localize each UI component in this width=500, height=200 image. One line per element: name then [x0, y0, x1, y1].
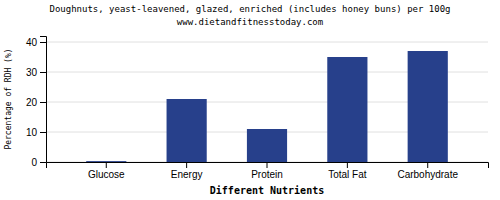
y-tick: 30	[26, 67, 46, 78]
y-tick-mark	[40, 132, 46, 133]
y-tick-mark	[40, 162, 46, 163]
x-tick-label: Energy	[171, 169, 203, 180]
y-tick-label: 10	[26, 127, 38, 138]
bar	[247, 129, 287, 162]
x-tick-mark	[347, 162, 348, 168]
x-tick-label: Total Fat	[328, 169, 367, 180]
y-tick: 20	[26, 97, 46, 108]
x-tick-mark	[106, 162, 107, 168]
chart: Doughnuts, yeast-leavened, glazed, enric…	[0, 0, 500, 200]
bars	[86, 51, 448, 162]
y-axis-line	[40, 37, 47, 163]
y-axis: 0 10 20 30 40	[26, 37, 47, 168]
x-tick-label: Glucose	[88, 169, 125, 180]
y-tick: 40	[26, 37, 46, 48]
grid	[46, 42, 488, 162]
y-tick-mark	[40, 72, 46, 73]
subtitle: www.dietandfitnesstoday.com	[177, 17, 323, 27]
y-tick-mark	[40, 42, 46, 43]
y-tick-label: 30	[26, 67, 38, 78]
x-tick: Protein	[251, 162, 283, 180]
x-tick-mark	[186, 162, 187, 168]
x-tick: Glucose	[88, 162, 125, 180]
x-axis: Glucose Energy Protein Total Fat Carbohydrat…	[47, 162, 489, 180]
bar	[86, 161, 126, 162]
x-tick-mark	[427, 162, 428, 168]
y-tick: 0	[31, 157, 46, 168]
title: Doughnuts, yeast-leavened, glazed, enric…	[50, 4, 451, 14]
y-tick: 10	[26, 127, 46, 138]
x-tick: Carbohydrate	[397, 162, 458, 180]
y-tick-mark	[40, 102, 46, 103]
x-tick-label: Carbohydrate	[397, 169, 458, 180]
x-tick-mark	[267, 162, 268, 168]
x-tick: Energy	[171, 162, 203, 180]
x-tick: Total Fat	[328, 162, 367, 180]
x-axis-title: Different Nutrients	[210, 185, 324, 196]
x-axis-line	[47, 163, 489, 169]
plot: Glucose Energy Protein Total Fat Carbohydrat…	[26, 37, 489, 181]
y-tick-label: 0	[31, 157, 37, 168]
bar	[327, 57, 367, 162]
y-tick-label: 40	[26, 37, 38, 48]
bar	[167, 99, 207, 162]
bar	[408, 51, 448, 162]
y-tick-label: 20	[26, 97, 38, 108]
x-tick-label: Protein	[251, 169, 283, 180]
y-axis-title: Percentage of RDH (%)	[4, 48, 13, 149]
grid-line	[46, 42, 488, 43]
